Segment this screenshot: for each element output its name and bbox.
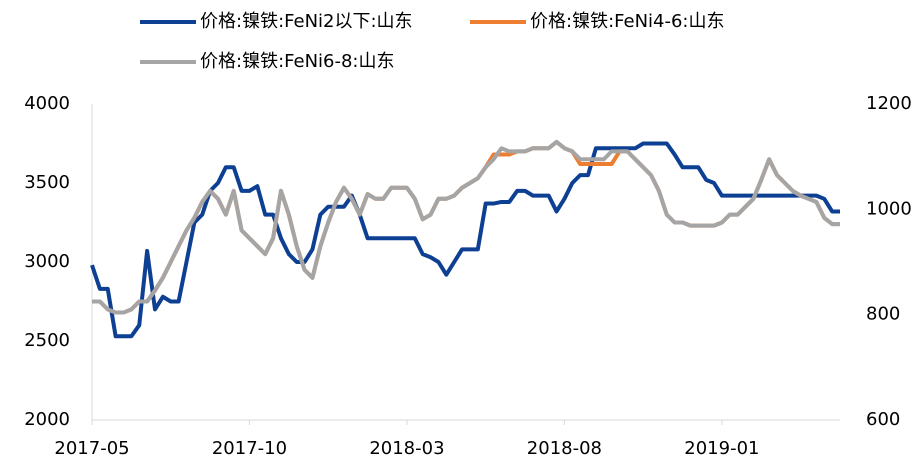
- y2-tick-label: 800: [866, 304, 900, 325]
- series-line: [92, 139, 840, 315]
- legend-label: 价格:镍铁:FeNi2以下:山东: [200, 11, 413, 32]
- x-tick-label: 2017-10: [212, 438, 287, 459]
- y-tick-label: 2500: [24, 330, 70, 351]
- x-tick-label: 2019-01: [684, 438, 759, 459]
- y2-tick-label: 1200: [866, 93, 912, 114]
- series-line: [90, 141, 840, 339]
- y-tick-label: 3500: [24, 172, 70, 193]
- legend-label: 价格:镍铁:FeNi6-8:山东: [200, 51, 395, 72]
- y2-tick-label: 1000: [866, 198, 912, 219]
- x-tick-label: 2018-08: [527, 438, 602, 459]
- y2-tick-label: 600: [866, 409, 900, 430]
- x-tick-label: 2018-03: [369, 438, 444, 459]
- y-tick-label: 4000: [24, 93, 70, 114]
- series-line: [92, 139, 840, 315]
- x-tick-label: 2017-05: [54, 438, 129, 459]
- y-tick-label: 3000: [24, 251, 70, 272]
- legend-label: 价格:镍铁:FeNi4-6:山东: [530, 11, 725, 32]
- y-tick-label: 2000: [24, 409, 70, 430]
